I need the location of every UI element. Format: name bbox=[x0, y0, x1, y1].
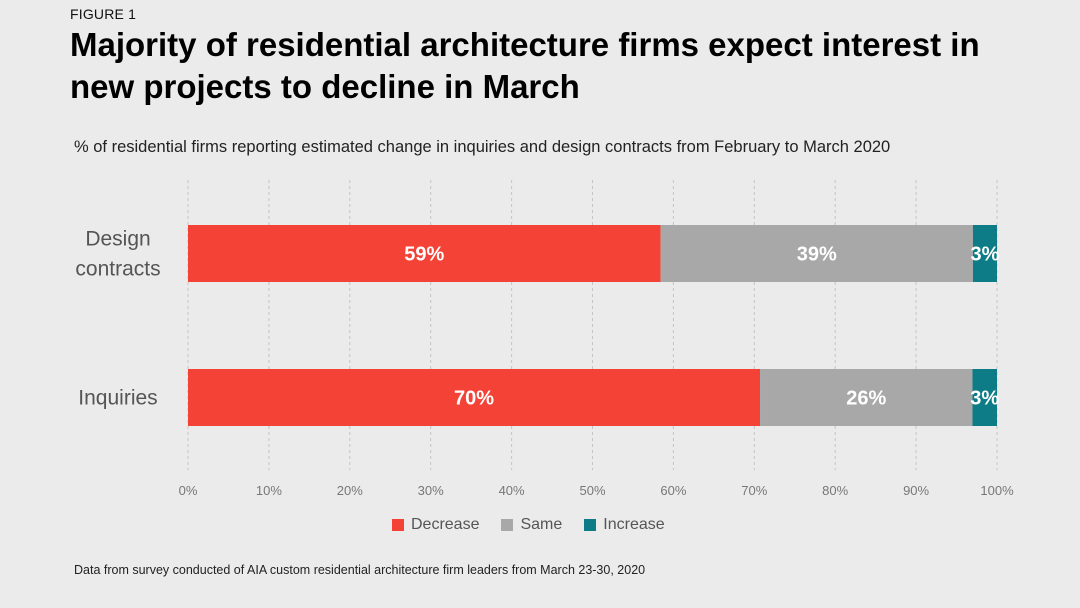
data-label: 39% bbox=[797, 244, 837, 266]
legend-label: Decrease bbox=[411, 516, 480, 533]
x-tick-label: 40% bbox=[499, 483, 525, 498]
bar-segment bbox=[660, 225, 973, 282]
category-label: Inquiries bbox=[78, 387, 157, 410]
stacked-bar-chart: 0% 10% 20% 30% 40% 50% 60% 70% 80% 90% 100% Design c… bbox=[75, 180, 1014, 498]
x-tick-label: 100% bbox=[980, 483, 1014, 498]
x-tick-label: 50% bbox=[579, 483, 605, 498]
bar-segment bbox=[760, 369, 973, 426]
x-tick-label: 70% bbox=[741, 483, 767, 498]
data-label: 59% bbox=[404, 244, 444, 266]
legend-item: Decrease bbox=[392, 516, 479, 534]
bar-segment bbox=[188, 369, 761, 426]
chart-subtitle: % of residential firms reporting estimat… bbox=[74, 138, 891, 156]
data-label: 26% bbox=[846, 388, 886, 410]
chart-title: Majority of residential architecture fir… bbox=[70, 26, 980, 105]
bar-segment bbox=[188, 225, 661, 282]
bar-segment bbox=[972, 225, 997, 282]
data-label: 3% bbox=[971, 244, 1000, 266]
category-label: Design bbox=[85, 228, 150, 251]
legend-swatch bbox=[584, 519, 597, 531]
data-label: 3% bbox=[970, 388, 999, 410]
figure-label: FIGURE 1 bbox=[70, 6, 137, 22]
footnote: Data from survey conducted of AIA custom… bbox=[74, 563, 646, 577]
legend-swatch bbox=[392, 519, 404, 531]
x-tick-label: 60% bbox=[660, 483, 686, 498]
category-label: contracts bbox=[75, 258, 160, 281]
bar-segment bbox=[972, 369, 997, 426]
x-tick-label: 30% bbox=[418, 483, 444, 498]
chart-legend: Decrease Same Increase bbox=[392, 516, 665, 534]
legend-label: Increase bbox=[603, 516, 665, 533]
legend-item: Same bbox=[501, 516, 562, 534]
legend-swatch bbox=[501, 519, 514, 531]
x-tick-label: 20% bbox=[337, 483, 363, 498]
legend-label: Same bbox=[520, 516, 563, 533]
x-tick-label: 90% bbox=[903, 483, 929, 498]
x-tick-label: 0% bbox=[179, 483, 198, 498]
legend-item: Increase bbox=[584, 516, 665, 534]
data-label: 70% bbox=[454, 388, 494, 410]
x-tick-label: 80% bbox=[822, 483, 848, 498]
x-tick-label: 10% bbox=[256, 483, 282, 498]
